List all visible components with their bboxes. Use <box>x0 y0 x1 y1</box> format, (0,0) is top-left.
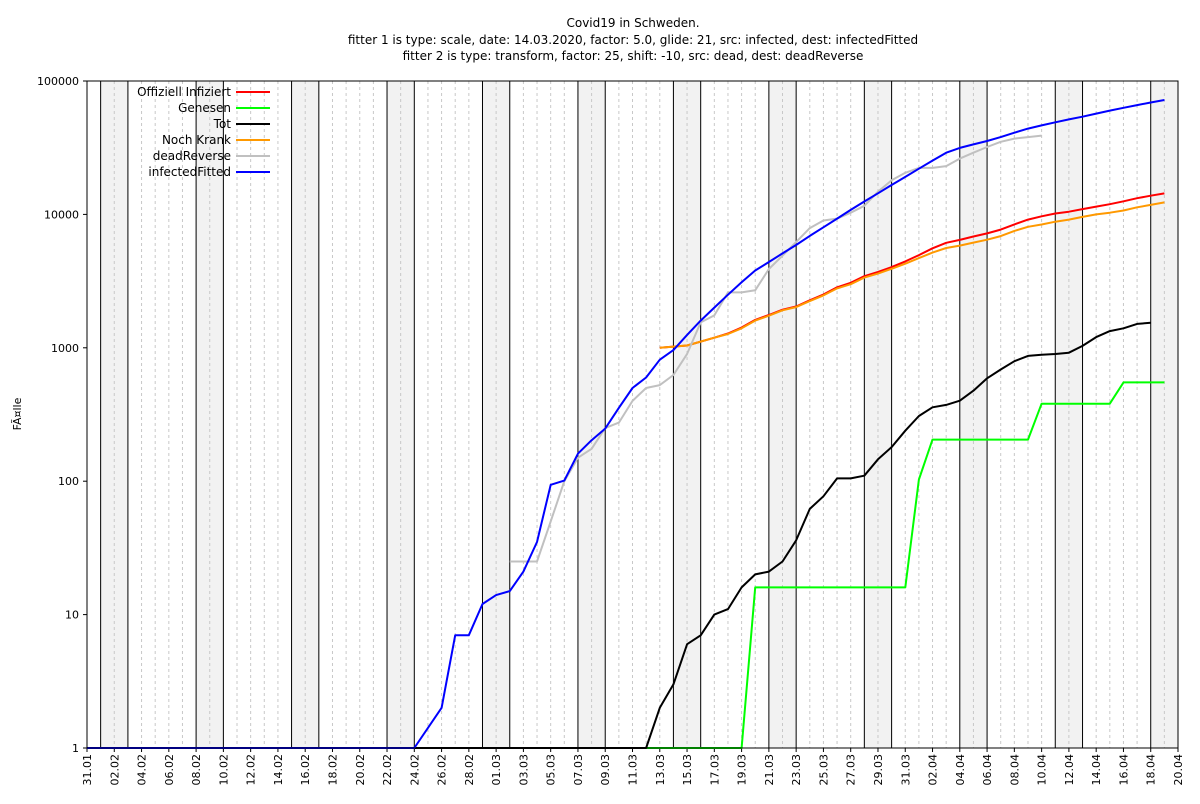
weekend-band <box>673 81 701 748</box>
series-line-deadreverse <box>509 134 1042 563</box>
x-tick-label: 29.03 <box>872 754 885 786</box>
x-tick-label: 07.03 <box>572 754 585 786</box>
x-tick-label: 05.03 <box>545 754 558 786</box>
y-tick-label: 100 <box>58 475 79 488</box>
series-line-genesen <box>591 381 1165 749</box>
chart-subtitle-1: fitter 1 is type: scale, date: 14.03.202… <box>348 33 918 47</box>
chart-title: Covid19 in Schweden. <box>566 16 699 30</box>
x-tick-label: 28.02 <box>463 754 476 786</box>
x-tick-label: 02.02 <box>108 754 121 786</box>
x-tick-label: 04.04 <box>954 754 967 786</box>
x-tick-label: 21.03 <box>763 754 776 786</box>
x-tick-label: 20.02 <box>354 754 367 786</box>
weekend-band <box>482 81 510 748</box>
legend: Offiziell Infiziert Genesen Tot Noch Krank d… <box>137 85 270 179</box>
y-tick-label: 10000 <box>44 208 79 221</box>
weekend-band <box>577 81 606 748</box>
x-tick-label: 15.03 <box>681 754 694 786</box>
x-tick-label: 14.04 <box>1090 754 1103 786</box>
weekend-band <box>196 81 224 748</box>
series-line-infectedfitted <box>87 99 1165 749</box>
series-line-tot <box>87 321 1151 749</box>
legend-label: infectedFitted <box>148 165 231 179</box>
x-tick-label: 14.02 <box>272 754 285 786</box>
x-tick-label: 19.03 <box>736 754 749 786</box>
series-line-noch-krank <box>659 201 1165 349</box>
legend-label: Tot <box>213 117 232 131</box>
x-tick-label: 04.02 <box>136 754 149 786</box>
x-tick-label: 02.04 <box>927 754 940 786</box>
weekend-band <box>387 81 415 748</box>
plot-area: 1 10 100 1000 10000 100000 31.01 02.02 04.02 06.0… <box>37 75 1185 786</box>
legend-label: Offiziell Infiziert <box>137 85 231 99</box>
x-tick-label: 12.02 <box>245 754 258 786</box>
x-tick-label: 22.02 <box>381 754 394 786</box>
weekend-band <box>768 81 797 748</box>
weekend-band <box>959 81 988 748</box>
x-tick-label: 11.03 <box>627 754 640 786</box>
x-tick-label: 08.04 <box>1008 754 1021 786</box>
x-tick-label: 17.03 <box>708 754 721 786</box>
y-tick-label: 100000 <box>37 75 79 88</box>
y-axis-label: FÃ¤lle <box>11 397 24 430</box>
y-tick-label: 10 <box>65 609 79 622</box>
x-tick-label: 08.02 <box>190 754 203 786</box>
y-tick-label: 1000 <box>51 342 79 355</box>
x-tick-label: 18.02 <box>326 754 339 786</box>
weekend-band <box>291 81 319 748</box>
weekend-band <box>1055 81 1083 748</box>
y-tick-label: 1 <box>72 742 79 755</box>
chart-subtitle-2: fitter 2 is type: transform, factor: 25,… <box>403 49 864 63</box>
weekend-shading <box>100 81 1178 748</box>
x-tick-label: 10.02 <box>217 754 230 786</box>
legend-label: Genesen <box>178 101 231 115</box>
weekend-band <box>1150 81 1178 748</box>
legend-label: Noch Krank <box>162 133 231 147</box>
x-axis: 31.01 02.02 04.02 06.02 08.02 10.02 12.02 14.02… <box>81 748 1185 786</box>
x-tick-label: 06.04 <box>981 754 994 786</box>
x-tick-label: 09.03 <box>599 754 612 786</box>
x-tick-label: 12.04 <box>1063 754 1076 786</box>
x-tick-label: 31.03 <box>899 754 912 786</box>
x-tick-label: 03.03 <box>517 754 530 786</box>
x-tick-label: 25.03 <box>817 754 830 786</box>
x-tick-label: 27.03 <box>845 754 858 786</box>
x-tick-label: 16.04 <box>1117 754 1130 786</box>
plot-background <box>87 81 1178 748</box>
series-lines <box>87 99 1165 749</box>
x-tick-label: 18.04 <box>1145 754 1158 786</box>
x-tick-label: 13.03 <box>654 754 667 786</box>
x-tick-label: 06.02 <box>163 754 176 786</box>
x-tick-label: 16.02 <box>299 754 312 786</box>
y-axis: 1 10 100 1000 10000 100000 <box>37 75 87 755</box>
x-tick-label: 26.02 <box>436 754 449 786</box>
x-tick-label: 10.04 <box>1036 754 1049 786</box>
x-tick-label: 24.02 <box>408 754 421 786</box>
plot-frame <box>86 80 1179 749</box>
legend-label: deadReverse <box>153 149 231 163</box>
x-tick-label: 20.04 <box>1172 754 1185 786</box>
x-tick-label: 01.03 <box>490 754 503 786</box>
x-tick-label: 23.03 <box>790 754 803 786</box>
weekend-band <box>100 81 128 748</box>
grid-lines <box>100 81 1165 748</box>
x-tick-label: 31.01 <box>81 754 94 786</box>
